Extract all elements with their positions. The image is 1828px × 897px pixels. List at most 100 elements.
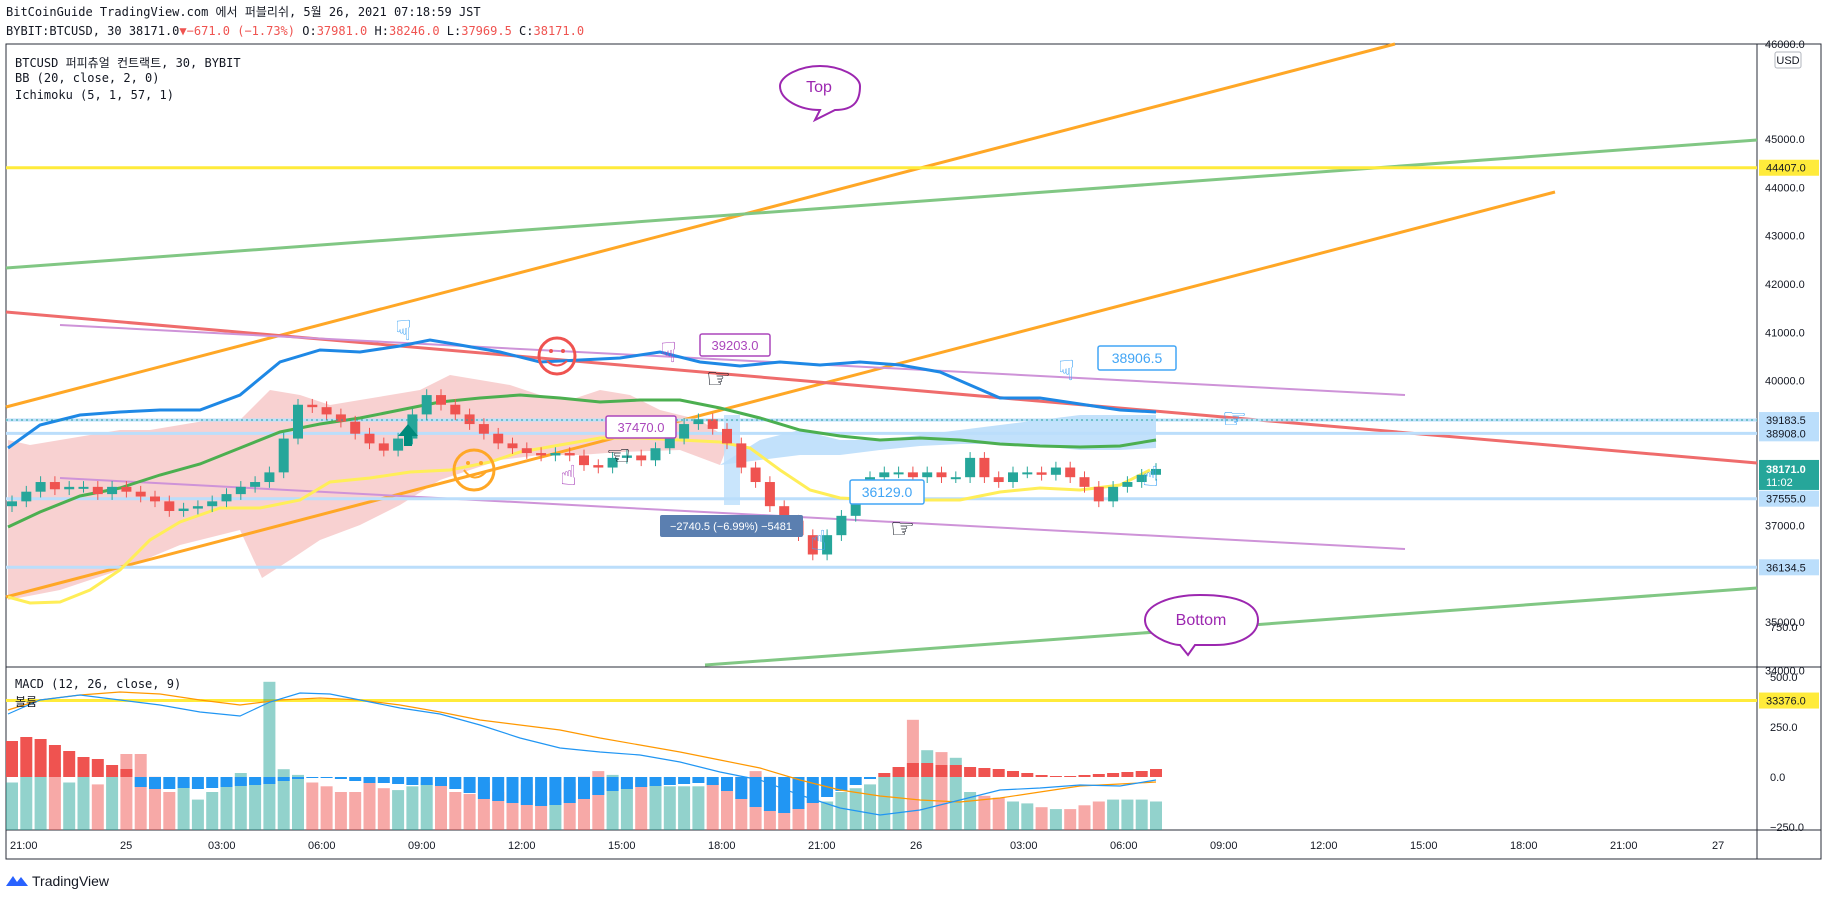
candle-body[interactable] bbox=[436, 395, 446, 405]
candle-body[interactable] bbox=[822, 535, 833, 555]
measure-label[interactable]: −2740.5 (−6.99%) −5481 bbox=[660, 515, 803, 537]
candle-body[interactable] bbox=[564, 453, 575, 456]
candle-body[interactable] bbox=[936, 472, 947, 478]
candle-body[interactable] bbox=[164, 501, 175, 512]
candle-body[interactable] bbox=[593, 465, 604, 468]
bottom-callout[interactable]: Bottom bbox=[1143, 593, 1260, 657]
candle-body[interactable] bbox=[92, 486, 103, 495]
candle-body[interactable] bbox=[278, 438, 289, 473]
candle-body[interactable] bbox=[750, 467, 761, 483]
candle-body[interactable] bbox=[135, 491, 146, 497]
currency-badge[interactable] bbox=[1774, 51, 1802, 69]
candle-body[interactable] bbox=[893, 472, 904, 475]
candle-body[interactable] bbox=[364, 433, 375, 444]
hand-up-icon[interactable]: ☝ bbox=[1142, 460, 1159, 493]
annotation-38906[interactable]: 38906.5 bbox=[1097, 345, 1177, 371]
candle-body[interactable] bbox=[1065, 467, 1076, 478]
candle-body[interactable] bbox=[378, 443, 389, 451]
candle-body[interactable] bbox=[293, 404, 303, 439]
hand-right-icon[interactable]: ☞ bbox=[1222, 402, 1247, 435]
hand-up-icon[interactable]: ☝ bbox=[560, 459, 577, 492]
candle-body[interactable] bbox=[1008, 472, 1018, 483]
candle-body[interactable] bbox=[21, 491, 32, 502]
orange-trendline-upper[interactable] bbox=[5, 42, 1396, 409]
candle-body[interactable] bbox=[507, 443, 518, 449]
annotation-37470[interactable]: 37470.0 bbox=[605, 415, 677, 439]
orange-trendline-lower[interactable] bbox=[5, 190, 1556, 599]
candle-body[interactable] bbox=[950, 477, 961, 480]
candle-body[interactable] bbox=[521, 448, 532, 454]
candle-body[interactable] bbox=[335, 414, 346, 422]
candle-body[interactable] bbox=[965, 457, 976, 478]
candle-body[interactable] bbox=[621, 455, 632, 458]
hand-right-icon[interactable]: ☞ bbox=[890, 512, 915, 545]
candle-body[interactable] bbox=[550, 453, 561, 456]
candle-body[interactable] bbox=[78, 486, 89, 489]
candle-body[interactable] bbox=[407, 414, 418, 439]
candle-body[interactable] bbox=[1122, 482, 1133, 487]
candle-body[interactable] bbox=[192, 506, 203, 509]
lavender-channel-lower[interactable] bbox=[59, 477, 1406, 550]
wink-face-icon[interactable] bbox=[452, 448, 496, 492]
candle-body[interactable] bbox=[764, 482, 775, 507]
candle-body[interactable] bbox=[979, 457, 990, 478]
annotation-39203[interactable]: 39203.0 bbox=[699, 333, 771, 357]
candle-body[interactable] bbox=[307, 404, 318, 408]
candle-body[interactable] bbox=[807, 535, 818, 555]
candle-body[interactable] bbox=[321, 407, 332, 415]
candle-body[interactable] bbox=[993, 477, 1004, 483]
candle-body[interactable] bbox=[464, 414, 475, 425]
candle-body[interactable] bbox=[178, 508, 189, 512]
candle-body[interactable] bbox=[7, 501, 17, 507]
candle-body[interactable] bbox=[1022, 472, 1033, 475]
candle-body[interactable] bbox=[1036, 472, 1047, 475]
candle-body[interactable] bbox=[922, 472, 933, 478]
candle-body[interactable] bbox=[1136, 474, 1147, 483]
candle-body[interactable] bbox=[121, 486, 132, 492]
candle-body[interactable] bbox=[235, 486, 246, 495]
candle-body[interactable] bbox=[1079, 477, 1090, 487]
candle-body[interactable] bbox=[107, 486, 118, 495]
tradingview-logo[interactable]: TradingView bbox=[6, 873, 109, 889]
candle-body[interactable] bbox=[836, 515, 847, 536]
candle-body[interactable] bbox=[450, 404, 461, 415]
candle-body[interactable] bbox=[35, 482, 46, 492]
price-axis[interactable]: 45000.0 44000.0 43000.0 42000.0 41000.0 40000… bbox=[1759, 39, 1819, 834]
hand-down-icon[interactable]: ☟ bbox=[660, 336, 677, 369]
candle-body[interactable] bbox=[264, 472, 275, 483]
hand-up-icon[interactable]: ☝ bbox=[810, 524, 827, 557]
candle-body[interactable] bbox=[1108, 486, 1119, 502]
green-trendline-upper[interactable] bbox=[5, 138, 1758, 270]
candle-body[interactable] bbox=[478, 424, 489, 434]
candle-body[interactable] bbox=[636, 455, 647, 461]
candle-body[interactable] bbox=[221, 494, 232, 502]
top-callout[interactable]: Top bbox=[778, 64, 862, 123]
smiley-icon[interactable] bbox=[537, 336, 577, 376]
hand-down-icon[interactable]: ☟ bbox=[395, 314, 412, 347]
candle-body[interactable] bbox=[650, 448, 661, 461]
candle-body[interactable] bbox=[64, 486, 75, 490]
candle-body[interactable] bbox=[49, 482, 60, 490]
candle-body[interactable] bbox=[150, 496, 160, 502]
candle-body[interactable] bbox=[693, 419, 704, 425]
candle-body[interactable] bbox=[1050, 467, 1061, 475]
candle-body[interactable] bbox=[879, 472, 890, 478]
candle-body[interactable] bbox=[607, 457, 618, 468]
candle-body[interactable] bbox=[707, 419, 718, 429]
annotation-36129[interactable]: 36129.0 bbox=[849, 479, 925, 505]
time-axis[interactable]: 21:00 25 03:00 06:00 09:00 12:00 15:00 18:00 21:… bbox=[10, 840, 1724, 852]
candle-body[interactable] bbox=[664, 438, 675, 449]
lavender-channel-upper[interactable] bbox=[59, 324, 1406, 396]
candle-body[interactable] bbox=[350, 421, 361, 434]
hand-right-icon[interactable]: ☞ bbox=[706, 362, 731, 395]
candle-body[interactable] bbox=[722, 428, 732, 444]
candle-body[interactable] bbox=[536, 453, 547, 456]
candle-body[interactable] bbox=[493, 433, 504, 444]
candle-body[interactable] bbox=[1151, 468, 1161, 475]
up-arrow-icon[interactable] bbox=[398, 424, 418, 446]
candle-body[interactable] bbox=[1093, 486, 1104, 502]
candle-body[interactable] bbox=[393, 438, 404, 451]
hand-left-icon[interactable]: ☜ bbox=[606, 439, 631, 472]
candle-body[interactable] bbox=[579, 455, 589, 466]
